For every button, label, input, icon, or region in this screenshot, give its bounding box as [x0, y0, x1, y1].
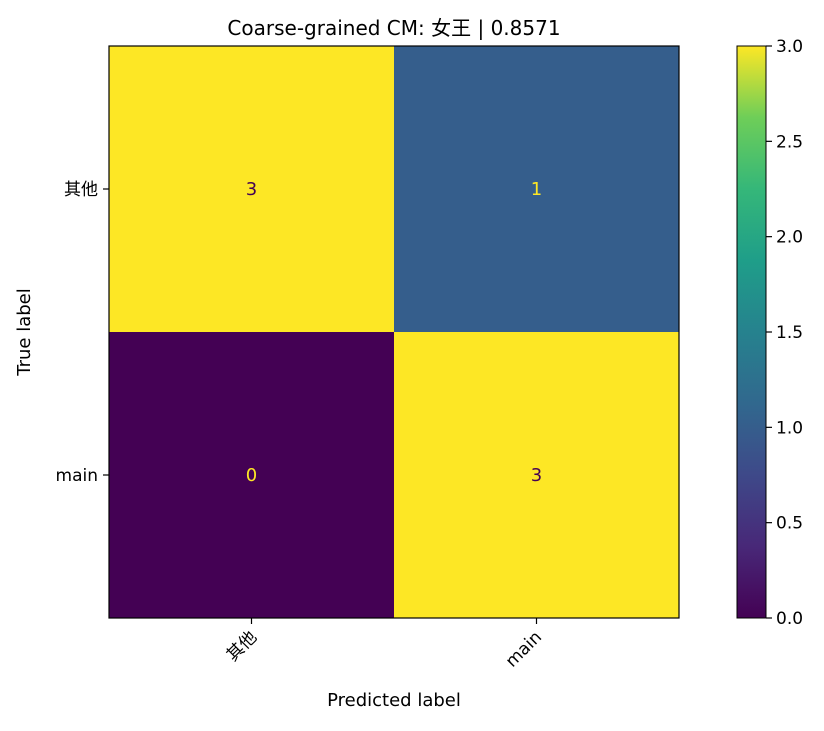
- y-axis-label: True label: [14, 288, 35, 377]
- colorbar-tick-label: 1.0: [776, 418, 803, 438]
- x-axis-ticks: 其他 main: [223, 618, 546, 672]
- cell-value-label: 0: [246, 465, 257, 486]
- cell-value-label: 3: [246, 179, 257, 200]
- matrix-cell: [109, 46, 394, 332]
- plot-frame: [108, 45, 680, 619]
- colorbar-tick-label: 0.0: [776, 609, 803, 629]
- cell-value-label: 3: [531, 465, 542, 486]
- chart-title: Coarse-grained CM: 女王 | 0.8571: [227, 16, 560, 40]
- cell-value-label: 1: [531, 179, 542, 200]
- colorbar-tick-label: 2.0: [776, 228, 803, 248]
- matrix-cell: [394, 46, 679, 332]
- x-axis-label: Predicted label: [327, 690, 461, 711]
- matrix-cells: 3 1 0 3: [109, 46, 679, 618]
- y-tick-label: main: [56, 466, 98, 486]
- x-tick-label: main: [502, 627, 546, 671]
- colorbar-tick-label: 3.0: [776, 37, 803, 57]
- matrix-cell: [109, 332, 394, 618]
- colorbar-tick-label: 2.5: [776, 132, 803, 152]
- y-axis-ticks: 其他 main: [56, 180, 109, 486]
- colorbar-ticks: 0.0 0.5 1.0 1.5 2.0 2.5 3.0: [766, 37, 803, 629]
- matrix-cell: [394, 332, 679, 618]
- y-tick-label: 其他: [64, 180, 98, 200]
- colorbar-tick-label: 1.5: [776, 323, 803, 343]
- colorbar: [736, 45, 767, 619]
- x-tick-label: 其他: [223, 627, 261, 665]
- colorbar-tick-label: 0.5: [776, 514, 803, 534]
